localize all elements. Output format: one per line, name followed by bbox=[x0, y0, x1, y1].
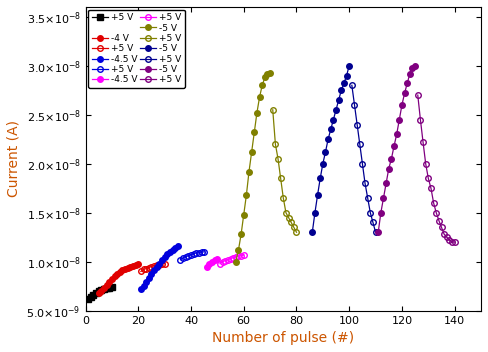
X-axis label: Number of pulse (#): Number of pulse (#) bbox=[212, 331, 354, 345]
Y-axis label: Current (A): Current (A) bbox=[7, 120, 21, 197]
Legend: +5 V, , -4 V, +5 V, -4.5 V, +5 V, -4.5 V, +5 V, -5 V, +5 V, -5 V, +5 V, -5 V, +5: +5 V, , -4 V, +5 V, -4.5 V, +5 V, -4.5 V… bbox=[88, 10, 185, 88]
